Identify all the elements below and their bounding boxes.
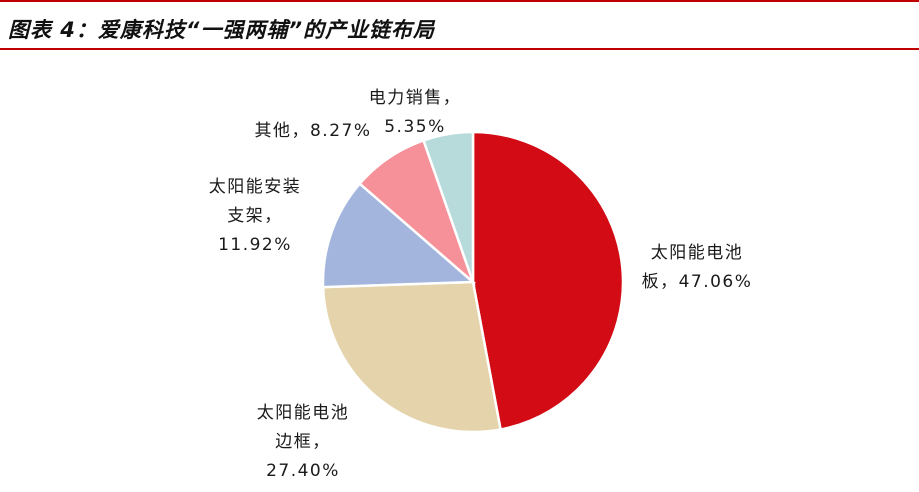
slice-label-line: 5.35% — [384, 117, 446, 137]
slice-label-line: 边框， — [275, 432, 331, 452]
pie-slice-1 — [471, 130, 625, 431]
pie-slice-2 — [321, 280, 503, 434]
slice-label-line: 27.40% — [266, 461, 340, 481]
slice-label-4: 其他，8.27% — [254, 121, 371, 141]
slice-label-line: 其他，8.27% — [254, 121, 371, 141]
slice-label-line: 11.92% — [218, 235, 292, 255]
slice-label-3: 太阳能安装支架， 11.92% — [209, 177, 302, 255]
slice-label-line: 太阳能电池 — [651, 243, 744, 263]
chart-title: 图表 4：爱康科技“一强两辅”的产业链布局 — [8, 18, 435, 42]
pie-labels: 太阳能电池板，47.06%太阳能电池边框， 27.40%太阳能安装支架， 11.92… — [209, 88, 753, 481]
slice-label-2: 太阳能电池边框， 27.40% — [257, 403, 350, 481]
slice-label-line: 电力销售， — [369, 88, 462, 108]
slice-label-line: 支架， — [227, 206, 283, 226]
pie-slice-3 — [321, 181, 477, 289]
slice-label-line: 板，47.06% — [642, 272, 753, 292]
slice-label-1: 太阳能电池板，47.06% — [642, 243, 753, 292]
title-top-rule — [0, 0, 919, 2]
slice-label-5: 电力销售， 5.35% — [369, 88, 462, 137]
slice-label-line: 太阳能安装 — [209, 177, 302, 197]
slice-label-line: 太阳能电池 — [257, 403, 350, 423]
pie-slices — [321, 130, 625, 434]
pie-slice-5 — [421, 130, 475, 283]
title-bottom-rule — [0, 48, 919, 50]
